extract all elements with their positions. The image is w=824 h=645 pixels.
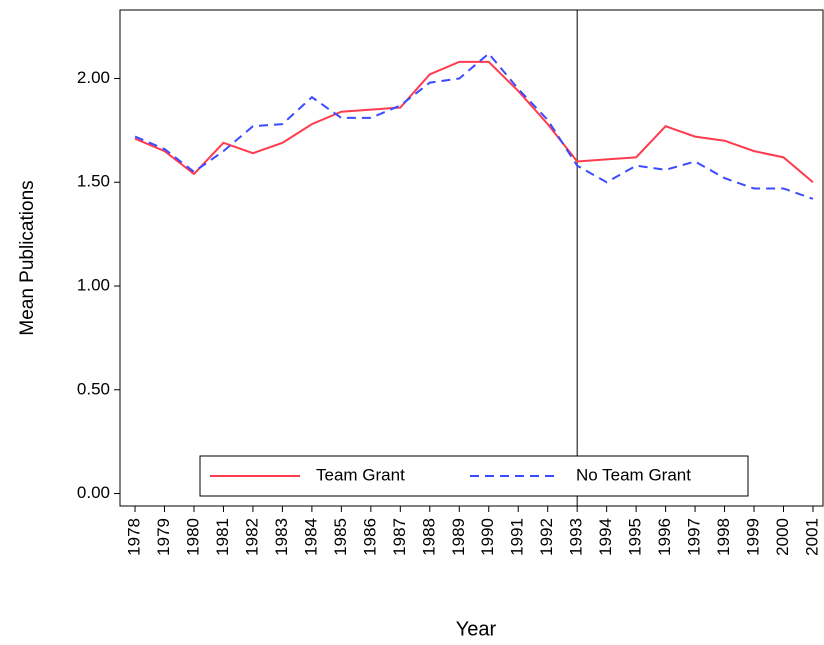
x-tick-label: 2001 xyxy=(802,518,821,556)
plot-frame xyxy=(119,9,824,507)
x-tick-label: 1995 xyxy=(626,518,645,556)
y-tick-label: 1.50 xyxy=(77,172,110,191)
x-tick-label: 1996 xyxy=(655,518,674,556)
x-tick-label: 1980 xyxy=(183,518,202,556)
x-tick-label: 1978 xyxy=(125,518,144,556)
x-tick-label: 1985 xyxy=(331,518,350,556)
x-tick-label: 1989 xyxy=(449,518,468,556)
x-tick-label: 1992 xyxy=(537,518,556,556)
x-axis-label: Year xyxy=(456,618,497,640)
x-tick-label: 1993 xyxy=(567,518,586,556)
y-tick-label: 1.00 xyxy=(77,276,110,295)
series-line xyxy=(134,52,814,200)
x-tick-label: 1979 xyxy=(154,518,173,556)
x-tick-label: 1994 xyxy=(596,518,615,556)
x-tick-label: 1983 xyxy=(272,518,291,556)
legend-label: No Team Grant xyxy=(576,465,691,484)
x-tick-label: 1997 xyxy=(685,518,704,556)
x-tick-label: 1982 xyxy=(242,518,261,556)
y-tick-label: 2.00 xyxy=(77,68,110,87)
y-tick-label: 0.50 xyxy=(77,379,110,398)
x-tick-label: 1999 xyxy=(744,518,763,556)
y-tick-label: 0.00 xyxy=(77,483,110,502)
x-tick-label: 1986 xyxy=(360,518,379,556)
x-tick-label: 2000 xyxy=(773,518,792,556)
x-tick-label: 1981 xyxy=(213,518,232,556)
x-tick-label: 1984 xyxy=(301,518,320,556)
legend-label: Team Grant xyxy=(316,465,405,484)
series-line xyxy=(134,60,814,184)
x-tick-label: 1990 xyxy=(478,518,497,556)
y-axis-label: Mean Publications xyxy=(17,180,38,335)
x-tick-label: 1988 xyxy=(419,518,438,556)
x-tick-label: 1991 xyxy=(508,518,527,556)
x-tick-label: 1987 xyxy=(390,518,409,556)
x-tick-label: 1998 xyxy=(714,518,733,556)
